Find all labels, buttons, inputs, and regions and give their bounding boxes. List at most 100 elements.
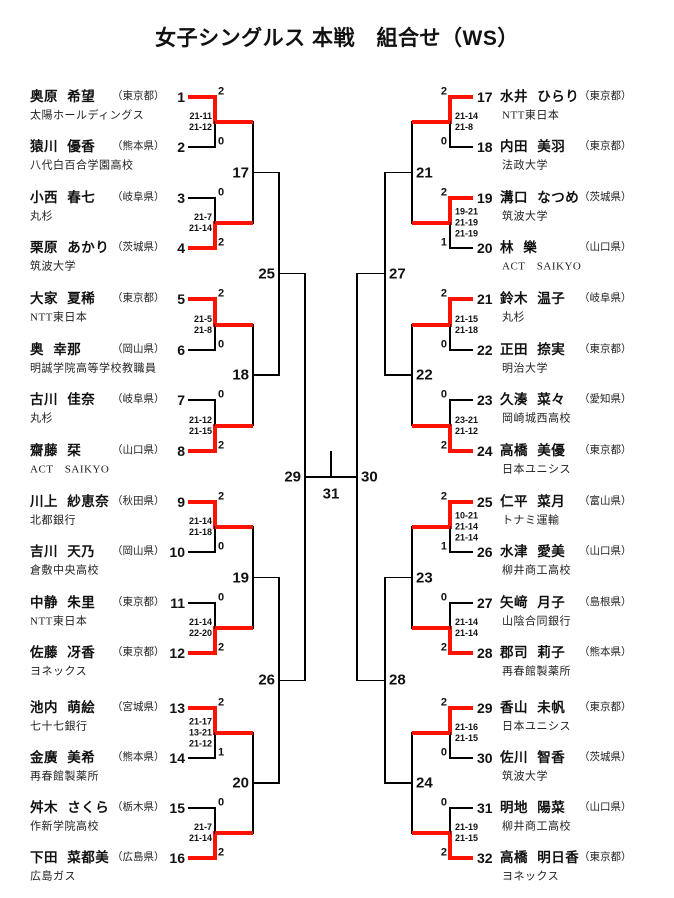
- player-seed: 27: [477, 594, 493, 611]
- bracket-line: [278, 576, 280, 784]
- player-prefecture: （熊本県）: [112, 751, 165, 763]
- winner-line: [188, 297, 215, 301]
- match-number: 27: [389, 265, 406, 283]
- player-club: 岡崎城西高校: [502, 412, 571, 425]
- player-seed: 7: [177, 391, 185, 408]
- player-seed: 13: [169, 699, 185, 716]
- player-name: 池内 萌絵: [30, 700, 96, 716]
- winner-line: [215, 423, 253, 428]
- player-name: 奥原 希望: [30, 89, 96, 105]
- bracket-line: [252, 121, 254, 224]
- winner-line: [215, 221, 253, 225]
- player-seed: 25: [477, 493, 493, 510]
- player-prefecture: （山口県）: [112, 444, 165, 456]
- player-line: [188, 551, 215, 553]
- player-club: 再春館製薬所: [30, 770, 99, 783]
- player-seed: 2: [177, 138, 185, 155]
- player-prefecture: （熊本県）: [579, 646, 632, 658]
- game-score: 0: [218, 591, 225, 604]
- set-scores: 21-16 21-15: [455, 722, 479, 743]
- player-seed: 8: [177, 442, 185, 459]
- bracket-line: [357, 679, 385, 681]
- player-seed: 11: [170, 594, 185, 611]
- set-scores: 21-15 21-18: [455, 313, 479, 335]
- winner-line: [448, 423, 452, 453]
- winner-line: [213, 706, 217, 735]
- player-seed: 9: [177, 493, 185, 510]
- player-name: 郡司 莉子: [500, 645, 566, 661]
- winner-line: [412, 525, 450, 529]
- player-name: 水井 ひらり: [500, 89, 580, 105]
- winner-line: [213, 95, 217, 124]
- winner-line: [215, 831, 253, 835]
- player-name: 舛木 さくら: [30, 800, 110, 816]
- game-score: 0: [440, 796, 447, 809]
- match-number: 17: [232, 163, 249, 181]
- bracket-line: [214, 602, 216, 629]
- winner-line: [213, 626, 217, 655]
- player-seed: 29: [477, 699, 493, 716]
- player-club: 日本ユニシス: [502, 720, 571, 733]
- game-score: 0: [440, 388, 447, 401]
- player-name: 佐藤 冴香: [30, 645, 96, 661]
- match-number: 31: [322, 485, 340, 503]
- player-name: 奥 幸那: [30, 342, 82, 358]
- winner-line: [215, 731, 253, 735]
- player-club: 山陰合同銀行: [502, 615, 571, 628]
- set-scores: 21-7 21-14: [188, 822, 212, 843]
- set-scores: 21-14 21-14: [455, 617, 479, 638]
- player-line: [188, 349, 215, 351]
- bracket-line: [449, 526, 451, 553]
- winner-line: [412, 120, 450, 124]
- player-line: [188, 757, 215, 759]
- bracket-line: [214, 732, 216, 759]
- match-number: 22: [416, 366, 433, 384]
- winner-line: [448, 196, 452, 225]
- player-club: NTT東日本: [502, 109, 560, 122]
- player-club: 明治大学: [502, 362, 548, 375]
- game-score: 2: [218, 846, 225, 859]
- player-line: [188, 602, 215, 604]
- bracket-line: [449, 323, 451, 351]
- player-line: [450, 146, 473, 148]
- game-score: 0: [218, 540, 225, 553]
- player-name: 久湊 菜々: [500, 392, 566, 408]
- player-club: 太陽ホールディングス: [30, 109, 145, 122]
- player-club: 明誠学院高等学校教職員: [30, 362, 157, 375]
- player-name: 高橋 明日香: [500, 850, 580, 866]
- game-score: 2: [440, 186, 447, 199]
- bracket-line: [253, 782, 279, 784]
- bracket-line: [252, 732, 254, 834]
- game-score: 2: [440, 641, 447, 654]
- player-prefecture: （茨城県）: [579, 191, 632, 203]
- player-prefecture: （東京都）: [112, 292, 165, 304]
- winner-line: [215, 525, 253, 529]
- player-name: 高橋 美優: [500, 443, 566, 459]
- winner-line: [450, 500, 473, 504]
- game-score: 1: [218, 746, 225, 759]
- bracket-line: [449, 222, 451, 249]
- player-seed: 3: [177, 189, 185, 206]
- player-seed: 4: [177, 239, 185, 256]
- winner-line: [213, 221, 217, 250]
- winner-line: [213, 831, 217, 860]
- player-club: ヨネックス: [502, 870, 560, 883]
- final-tick: [330, 451, 332, 478]
- bracket-line: [253, 374, 279, 376]
- winner-line: [448, 500, 452, 529]
- player-prefecture: （岡山県）: [112, 343, 165, 355]
- winner-line: [215, 120, 253, 124]
- winner-line: [450, 449, 473, 453]
- player-prefecture: （東京都）: [112, 646, 165, 658]
- player-seed: 14: [169, 749, 185, 766]
- player-name: 栗原 あかり: [30, 240, 110, 256]
- winner-line: [188, 500, 215, 504]
- player-club: 八代白百合学園高校: [30, 159, 134, 172]
- match-number: 25: [258, 265, 275, 283]
- bracket-line: [252, 526, 254, 629]
- player-name: 林 樂: [500, 240, 538, 256]
- player-name: 下田 菜都美: [30, 850, 110, 866]
- game-score: 2: [218, 439, 225, 452]
- player-prefecture: （東京都）: [579, 343, 632, 355]
